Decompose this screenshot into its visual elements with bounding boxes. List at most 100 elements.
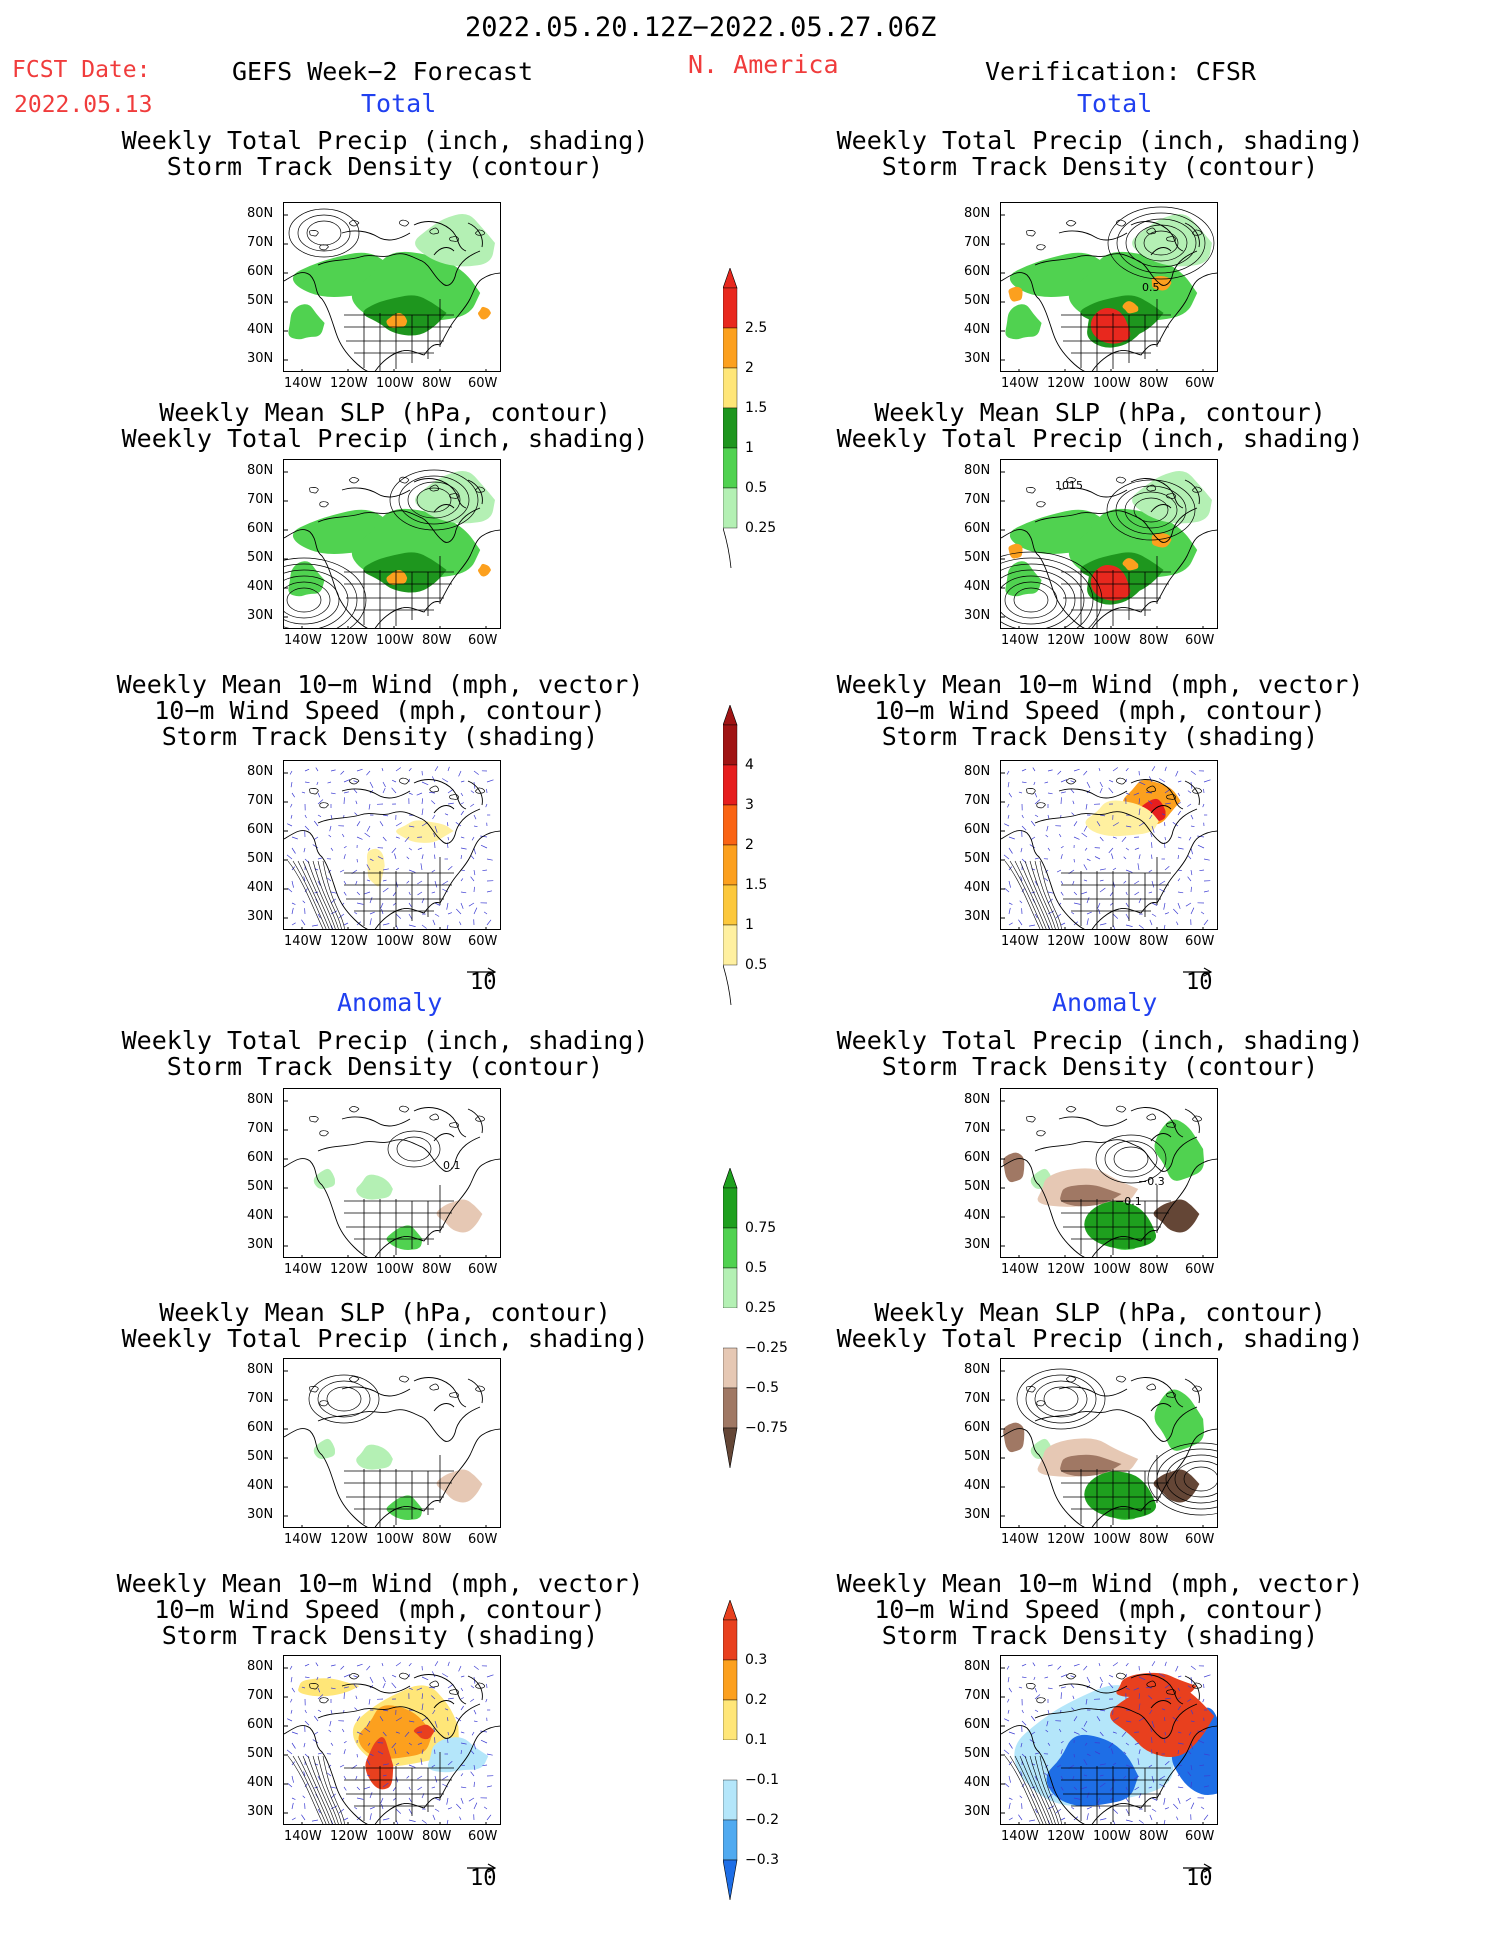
wind-vector <box>433 815 436 819</box>
wind-vector <box>1152 1661 1155 1666</box>
lat-tick-label: 80N <box>247 1660 273 1673</box>
lat-tick-label: 30N <box>964 352 990 365</box>
wind-vector <box>1204 780 1211 782</box>
precip-anomaly-area <box>1003 1153 1024 1183</box>
wind-vector <box>1033 1663 1035 1666</box>
colorbar-label: −0.25 <box>745 1341 788 1355</box>
wind-vector <box>459 922 461 925</box>
colorbar-tail <box>723 528 731 568</box>
wind-vector <box>305 1664 309 1666</box>
lat-tick-label: 50N <box>247 1450 273 1463</box>
lon-tick-label: 100W <box>376 1830 414 1843</box>
wind-vector <box>1178 781 1181 782</box>
wind-vector <box>1201 912 1204 914</box>
wind-vector <box>1178 848 1184 849</box>
wind-vector <box>380 821 383 826</box>
map-fcst-anom-slp <box>283 1358 501 1528</box>
wind-vector <box>355 813 358 815</box>
wind-vector <box>1164 1820 1165 1825</box>
map-obs-anom-slp <box>1000 1358 1218 1528</box>
wind-vector <box>435 1737 436 1743</box>
contour-line <box>318 1381 370 1417</box>
lon-tick-label: 100W <box>1093 935 1131 948</box>
period-title: 2022.05.20.12Z−2022.05.27.06Z <box>465 14 936 41</box>
map-canvas <box>284 460 501 629</box>
lat-tick-label: 80N <box>247 765 273 778</box>
wind-speed-contour <box>313 1756 339 1825</box>
lon-tick-label: 80W <box>422 1263 451 1276</box>
island-outline <box>349 1106 359 1112</box>
wind-vector <box>330 1721 331 1726</box>
wind-vector <box>418 1787 423 1790</box>
lat-tick-label: 40N <box>964 1209 990 1222</box>
wind-vector <box>448 1808 452 1809</box>
wind-vector <box>484 1807 487 1809</box>
wind-vector <box>290 1666 292 1669</box>
vector-ref-label: 10 <box>1186 972 1213 994</box>
wind-vector <box>487 789 488 793</box>
wind-vector <box>471 855 474 859</box>
wind-vector <box>366 1666 370 1670</box>
wind-vector <box>435 903 440 906</box>
island-outline <box>1116 477 1125 483</box>
lon-tick-label: 120W <box>330 634 368 647</box>
colorbar-cap <box>723 1428 737 1468</box>
wind-vector <box>1019 792 1022 793</box>
wind-speed-contour <box>288 1756 324 1825</box>
contour-line <box>1105 1141 1157 1177</box>
wind-vector <box>487 920 491 925</box>
lat-tick-label: 70N <box>247 1122 273 1135</box>
map-fcst-anom-precip <box>283 1088 501 1258</box>
colorbar-label: 1.5 <box>745 401 767 415</box>
lat-tick-label: 50N <box>247 551 273 564</box>
wind-vector <box>1083 771 1087 775</box>
map-canvas <box>284 1359 501 1528</box>
wind-vector <box>357 1664 363 1666</box>
wind-vector <box>445 814 448 815</box>
lon-tick-label: 80W <box>1139 1830 1168 1843</box>
wind-vector <box>357 821 360 826</box>
lon-tick-label: 100W <box>1093 1263 1131 1276</box>
wind-vector <box>330 826 331 831</box>
wind-vector <box>1009 923 1013 925</box>
wind-vector <box>435 855 436 859</box>
wind-vector <box>1007 771 1009 774</box>
wind-vector <box>1152 842 1153 848</box>
wind-vector <box>1087 1677 1090 1683</box>
island-outline <box>430 1384 439 1390</box>
wind-vector <box>1044 878 1048 881</box>
wind-vector <box>291 1677 292 1682</box>
contour-line <box>1114 1147 1148 1171</box>
lon-tick-label: 60W <box>468 634 497 647</box>
wind-vector <box>364 892 370 894</box>
wind-vector <box>331 848 333 851</box>
wind-vector <box>344 1818 348 1820</box>
wind-vector <box>474 887 475 892</box>
lon-tick-label: 60W <box>1185 1533 1214 1546</box>
wind-vector <box>357 769 363 771</box>
wind-vector <box>305 782 310 783</box>
lat-tick-label: 70N <box>964 794 990 807</box>
wind-vector <box>1150 1815 1152 1820</box>
wind-vector <box>354 781 358 782</box>
lat-tick-label: 60N <box>247 1421 273 1434</box>
wind-vector <box>1139 1820 1144 1824</box>
wind-vector <box>1029 925 1035 926</box>
wind-vector <box>1126 892 1127 895</box>
island-outline <box>309 1386 318 1392</box>
wind-vector <box>382 768 383 771</box>
wind-vector <box>1087 1813 1088 1820</box>
lat-tick-label: 70N <box>247 1689 273 1702</box>
colorbar-label: 2 <box>745 361 754 375</box>
wind-vector <box>484 912 487 914</box>
map-canvas <box>1001 1089 1218 1258</box>
wind-vector <box>369 804 370 810</box>
island-outline <box>1066 220 1076 226</box>
wind-vector <box>1178 811 1181 815</box>
island-outline <box>309 230 318 236</box>
wind-vector <box>1100 782 1103 787</box>
island-outline <box>1116 1106 1125 1112</box>
wind-vector <box>422 782 428 785</box>
wind-vector <box>1009 908 1010 914</box>
panel-title: Weekly Total Precip (inch, shading)Storm… <box>120 1028 650 1080</box>
